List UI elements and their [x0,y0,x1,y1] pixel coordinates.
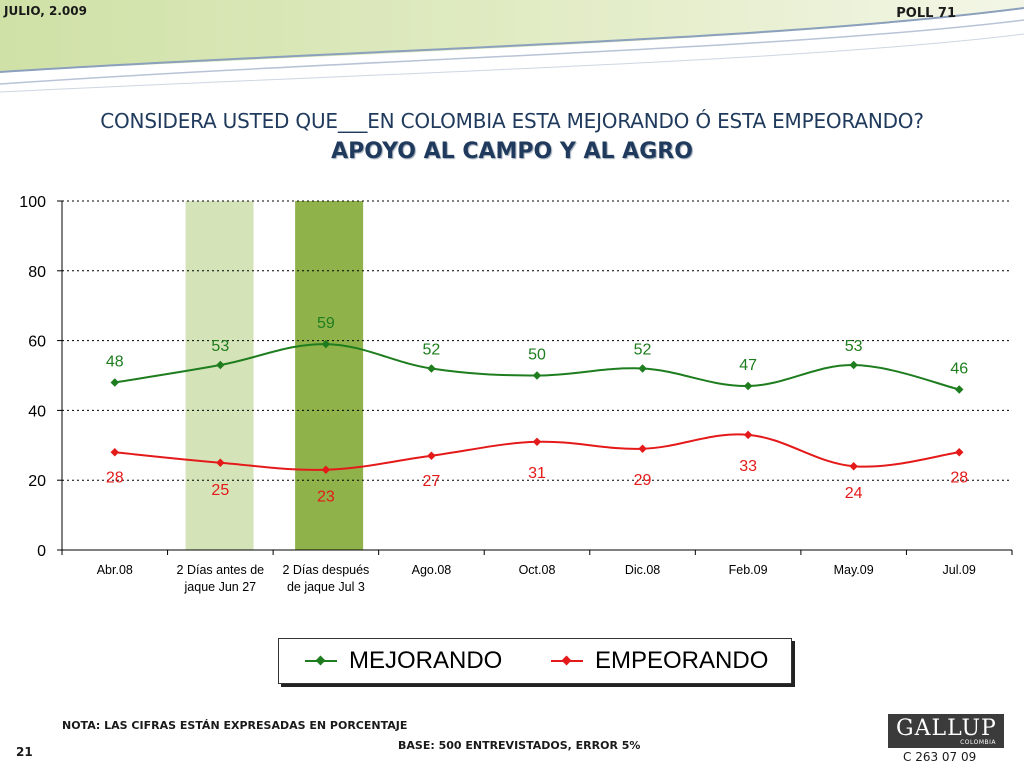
x-tick-label-7: May.09 [834,563,874,577]
gallup-logo: GALLUP COLOMBIA [888,714,1004,748]
point-empeorando-5 [638,444,647,454]
point-empeorando-4 [532,437,542,447]
point-empeorando-7 [849,461,858,471]
header-date: JULIO, 2.009 [4,4,87,18]
legend-label-mejorando: MEJORANDO [349,647,503,674]
logo-wordmark: GALLUP [896,716,997,741]
question-subtitle: APOYO AL CAMPO Y AL AGRO [331,139,693,164]
header-swoosh-decoration [0,0,1024,93]
data-label-empeorando-3: 27 [423,473,441,490]
y-tick-label-40: 40 [28,403,46,420]
y-tick-label-100: 100 [19,194,46,211]
header-poll-label: POLL 71 [896,6,956,21]
y-tick-label-60: 60 [28,334,46,351]
highlight-band-1 [185,201,254,550]
data-label-mejorando-2: 59 [317,315,335,332]
legend-item-mejorando: MEJORANDO [305,647,503,674]
data-label-mejorando-5: 52 [634,342,652,359]
note-base: BASE: 500 ENTREVISTADOS, ERROR 5% [398,739,641,752]
point-mejorando-2 [321,339,331,349]
page-number: 21 [16,745,33,759]
point-empeorando-8 [954,448,964,457]
question-title: CONSIDERA USTED QUE___EN COLOMBIA ESTA M… [100,109,924,133]
logo-subtext: COLOMBIA [960,739,996,746]
data-label-empeorando-7: 24 [845,485,863,502]
point-empeorando-1 [216,458,225,467]
note-percentages: NOTA: LAS CIFRAS ESTÁN EXPRESADAS EN POR… [62,719,408,732]
point-mejorando-6 [743,381,753,391]
x-tick-label-5: Dic.08 [625,563,660,577]
point-mejorando-4 [532,371,542,380]
data-label-mejorando-1: 53 [211,338,229,355]
data-label-mejorando-4: 50 [528,347,546,364]
point-empeorando-0 [110,448,120,457]
point-mejorando-3 [427,364,436,373]
data-label-empeorando-2: 23 [317,489,335,506]
point-mejorando-1 [216,360,225,370]
point-mejorando-5 [638,364,647,373]
x-tick-label-0: Abr.08 [97,563,133,577]
legend-swatch-mejorando [305,654,337,668]
data-label-mejorando-3: 52 [423,342,441,359]
data-label-empeorando-8: 28 [950,469,968,486]
data-label-mejorando-7: 53 [845,338,863,355]
x-tick-label-1: 2 Días antes de jaque Jun 27 [177,563,265,594]
data-label-empeorando-4: 31 [528,465,546,482]
data-label-mejorando-8: 46 [950,360,968,377]
point-empeorando-6 [743,430,753,440]
y-tick-label-80: 80 [28,264,46,281]
data-label-mejorando-0: 48 [106,353,124,370]
x-tick-label-6: Feb.09 [729,563,768,577]
x-tick-label-8: Jul.09 [943,563,976,577]
highlight-band-2 [295,201,364,550]
point-empeorando-3 [427,451,436,461]
point-empeorando-2 [321,465,331,474]
x-tick-label-4: Oct.08 [519,563,556,577]
document-code: C 263 07 09 [903,750,977,764]
legend-item-empeorando: EMPEORANDO [551,647,769,674]
data-label-empeorando-1: 25 [211,482,229,499]
data-label-empeorando-6: 33 [739,458,757,475]
legend-swatch-empeorando [551,654,583,668]
data-label-mejorando-6: 47 [739,357,757,374]
data-label-empeorando-0: 28 [106,469,124,486]
point-mejorando-7 [849,360,858,370]
x-tick-label-3: Ago.08 [412,563,452,577]
x-tick-label-2: 2 Días después de jaque Jul 3 [282,563,369,594]
point-mejorando-8 [954,385,964,394]
chart-legend: MEJORANDO EMPEORANDO [278,638,792,684]
y-tick-label-0: 0 [37,543,46,560]
data-label-empeorando-5: 29 [634,472,652,489]
line-chart: 0 20 40 60 80 100 Abr.08 2 Días antes de jaque J… [19,194,1013,594]
point-mejorando-0 [110,378,120,387]
y-tick-label-20: 20 [28,473,46,490]
legend-label-empeorando: EMPEORANDO [595,647,769,674]
